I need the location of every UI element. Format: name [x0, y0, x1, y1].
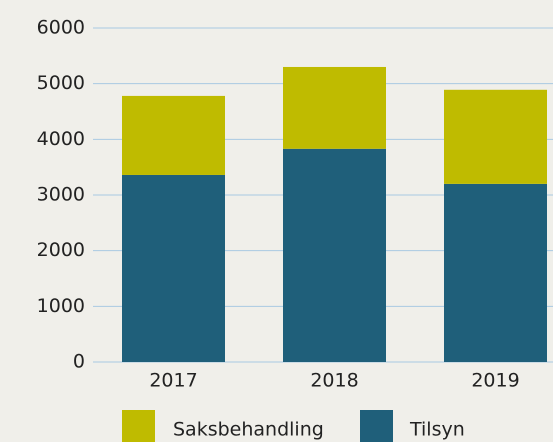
bar-segment: [444, 89, 547, 184]
bar-segment: [122, 174, 225, 362]
y-tick-label: 1000: [37, 295, 85, 317]
legend-swatch: [360, 410, 393, 442]
y-tick-label: 6000: [37, 17, 85, 39]
y-tick-label: 5000: [37, 72, 85, 94]
bar-segment: [444, 183, 547, 362]
y-tick-label: 0: [73, 351, 85, 373]
x-tick-label: 2018: [310, 370, 358, 392]
x-tick-label: 2019: [471, 370, 519, 392]
bar-segment: [283, 66, 386, 149]
bar-segment: [283, 148, 386, 362]
bar-segment: [122, 95, 225, 175]
x-tick-label: 2017: [149, 370, 197, 392]
legend-label: Tilsyn: [409, 419, 465, 441]
y-tick-label: 3000: [37, 184, 85, 206]
legend-swatch: [122, 410, 155, 442]
legend-label: Saksbehandling: [173, 419, 324, 441]
y-tick-label: 2000: [37, 239, 85, 261]
y-tick-label: 4000: [37, 128, 85, 150]
